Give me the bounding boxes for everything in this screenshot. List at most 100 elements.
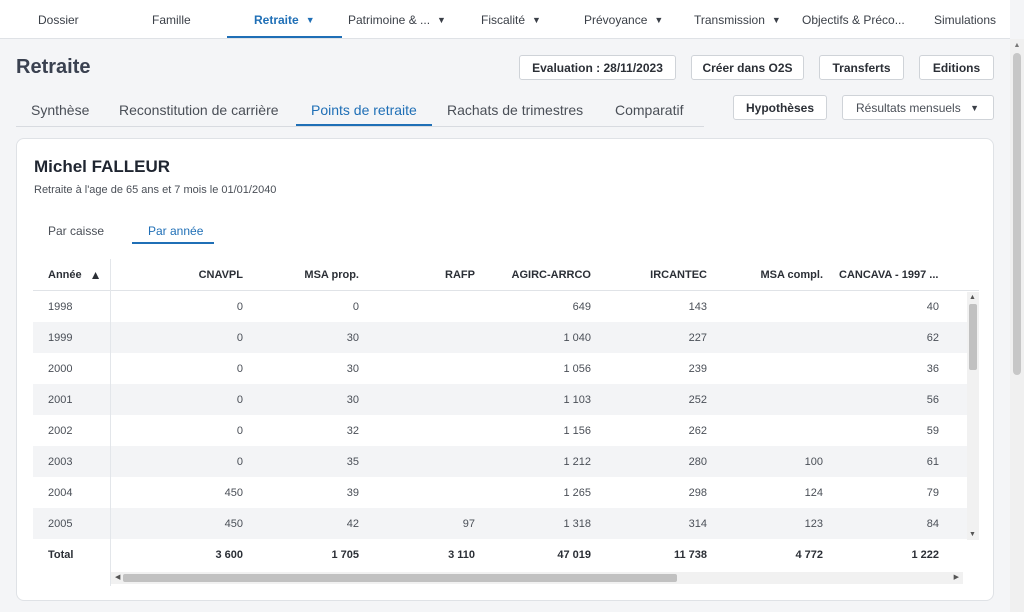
column-header-annee[interactable]: Année ▲ [48, 259, 110, 291]
points-cell: 100 [804, 455, 823, 468]
points-cell: 1 156 [563, 424, 591, 437]
nav-label: Fiscalité [481, 12, 526, 27]
points-cell: 30 [346, 393, 359, 406]
column-header-rafp[interactable]: RAFP [445, 269, 475, 281]
nav-item-objectifs[interactable]: Objectifs & Préco... [802, 0, 905, 39]
points-cell: 252 [688, 393, 707, 406]
points-cell: 0 [236, 455, 243, 468]
points-cell [375, 446, 475, 477]
nav-label: Dossier [38, 12, 79, 27]
year-cell: 2002 [48, 424, 73, 437]
points-cell [723, 384, 823, 415]
points-table: Année ▲ CNAVPL MSA prop. RAFP AGIRC-ARRCO… [33, 259, 979, 586]
page-scroll-thumb[interactable] [1013, 53, 1021, 375]
points-cell: 239 [688, 362, 707, 375]
points-cell [375, 291, 475, 322]
table-row: 2002 0 32 1 156 262 59 [33, 415, 967, 446]
inner-tab-active-indicator [132, 242, 214, 244]
table-row: 1999 0 30 1 040 227 62 [33, 322, 967, 353]
results-select-value: Résultats mensuels [856, 100, 961, 115]
scroll-down-icon[interactable]: ▼ [969, 531, 976, 538]
transferts-button[interactable]: Transferts [819, 55, 904, 80]
table-row: 2001 0 30 1 103 252 56 [33, 384, 967, 415]
table-row: 2000 0 30 1 056 239 36 [33, 353, 967, 384]
nav-label: Simulations [934, 12, 997, 27]
table-header: Année ▲ CNAVPL MSA prop. RAFP AGIRC-ARRCO… [33, 259, 979, 291]
points-cell [723, 322, 823, 353]
retirement-summary: Retraite à l'age de 65 ans et 7 mois le … [34, 184, 277, 196]
scroll-left-icon[interactable]: ◀ [115, 574, 121, 581]
tab-par-annee[interactable]: Par année [148, 223, 204, 238]
table-total-row: Total 3 600 1 705 3 110 47 019 11 738 4 772 1 2… [33, 539, 967, 570]
column-divider [110, 259, 111, 586]
points-cell: 298 [688, 486, 707, 499]
tab-rachats[interactable]: Rachats de trimestres [447, 101, 584, 118]
column-header-ircantec[interactable]: IRCANTEC [650, 269, 707, 281]
tab-reconstitution[interactable]: Reconstitution de carrière [119, 101, 279, 118]
scroll-up-icon[interactable]: ▲ [969, 294, 976, 301]
page-scrollbar[interactable]: ▲ [1010, 39, 1024, 612]
points-cell: 124 [804, 486, 823, 499]
person-name: Michel FALLEUR [34, 157, 171, 176]
year-cell: 2000 [48, 362, 73, 375]
column-header-msa-compl[interactable]: MSA compl. [760, 269, 823, 281]
points-cell: 30 [346, 331, 359, 344]
points-cell: 649 [572, 300, 591, 313]
points-cell: 42 [346, 517, 359, 530]
nav-item-fiscalite[interactable]: Fiscalité ▼ [481, 0, 541, 39]
points-cell: 61 [926, 455, 939, 468]
results-select[interactable]: Résultats mensuels ▼ [842, 95, 994, 120]
column-header-agirc-arrco[interactable]: AGIRC-ARRCO [511, 269, 591, 281]
hypotheses-button[interactable]: Hypothèses [733, 95, 827, 120]
year-cell: 2001 [48, 393, 73, 406]
nav-item-transmission[interactable]: Transmission ▼ [694, 0, 781, 39]
tab-points-retraite[interactable]: Points de retraite [311, 101, 417, 118]
vertical-scroll-thumb[interactable] [969, 304, 977, 370]
creer-o2s-button[interactable]: Créer dans O2S [691, 55, 804, 80]
tab-comparatif[interactable]: Comparatif [615, 101, 684, 118]
view-tabs: Par caisse Par année [34, 219, 214, 244]
year-cell: 2004 [48, 486, 73, 499]
points-cell: 30 [346, 362, 359, 375]
evaluation-button[interactable]: Evaluation : 28/11/2023 [519, 55, 676, 80]
column-header-msa-prop[interactable]: MSA prop. [304, 269, 359, 281]
nav-label: Objectifs & Préco... [802, 12, 905, 27]
scroll-right-icon[interactable]: ▶ [953, 574, 959, 581]
points-cell [723, 353, 823, 384]
points-cell: 450 [224, 486, 243, 499]
points-cell: 1 056 [563, 362, 591, 375]
points-cell: 0 [236, 300, 243, 313]
column-header-cancava[interactable]: CANCAVA - 1997 ... [839, 269, 939, 281]
points-cell: 4 772 [795, 548, 823, 561]
points-cell: 62 [926, 331, 939, 344]
nav-item-prevoyance[interactable]: Prévoyance ▼ [584, 0, 663, 39]
points-cell: 39 [346, 486, 359, 499]
chevron-down-icon: ▼ [437, 14, 446, 25]
editions-button[interactable]: Editions [919, 55, 994, 80]
table-horizontal-scrollbar[interactable]: ◀ ▶ [111, 572, 963, 584]
points-card: Michel FALLEUR Retraite à l'age de 65 an… [16, 138, 994, 601]
points-cell: 1 212 [563, 455, 591, 468]
tab-synthese[interactable]: Synthèse [31, 101, 90, 118]
column-header-cnavpl[interactable]: CNAVPL [198, 269, 243, 281]
nav-item-famille[interactable]: Famille [152, 0, 191, 39]
points-cell: 1 040 [563, 331, 591, 344]
year-cell: 2003 [48, 455, 73, 468]
points-cell: 0 [352, 300, 359, 313]
scroll-up-icon[interactable]: ▲ [1013, 42, 1021, 49]
points-cell: 227 [688, 331, 707, 344]
year-cell: 1999 [48, 331, 73, 344]
nav-item-patrimoine[interactable]: Patrimoine & ... ▼ [348, 0, 446, 39]
table-vertical-scrollbar[interactable]: ▲ ▼ [967, 292, 979, 540]
nav-item-simulations[interactable]: Simulations [934, 0, 996, 39]
points-cell: 1 318 [563, 517, 591, 530]
points-cell: 97 [462, 517, 475, 530]
tab-par-caisse[interactable]: Par caisse [48, 223, 105, 238]
horizontal-scroll-thumb[interactable] [123, 574, 677, 582]
nav-item-retraite[interactable]: Retraite ▼ [254, 0, 315, 39]
nav-item-dossier[interactable]: Dossier [38, 0, 79, 39]
points-cell [375, 384, 475, 415]
points-cell: 1 265 [563, 486, 591, 499]
points-cell: 59 [926, 424, 939, 437]
sub-tabs: Synthèse Reconstitution de carrière Poin… [16, 93, 704, 127]
